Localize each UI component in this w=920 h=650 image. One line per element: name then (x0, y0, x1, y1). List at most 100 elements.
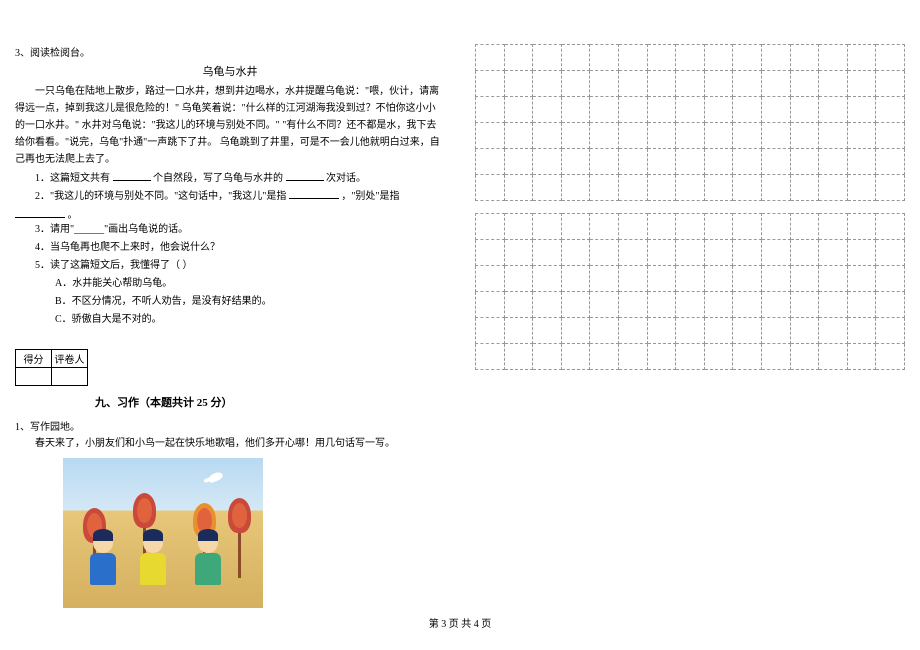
grid-cell[interactable] (790, 71, 819, 97)
grid-cell[interactable] (876, 71, 905, 97)
grid-cell[interactable] (647, 344, 676, 370)
grid-cell[interactable] (533, 175, 562, 201)
grid-cell[interactable] (590, 266, 619, 292)
grid-cell[interactable] (790, 292, 819, 318)
grid-cell[interactable] (704, 149, 733, 175)
grid-cell[interactable] (733, 344, 762, 370)
grid-cell[interactable] (504, 149, 533, 175)
grid-cell[interactable] (676, 71, 705, 97)
grid-cell[interactable] (819, 344, 848, 370)
blank[interactable] (113, 171, 151, 181)
grid-cell[interactable] (590, 240, 619, 266)
grid-cell[interactable] (761, 123, 790, 149)
grid-cell[interactable] (876, 123, 905, 149)
grid-cell[interactable] (533, 45, 562, 71)
grid-cell[interactable] (847, 175, 876, 201)
grid-cell[interactable] (876, 240, 905, 266)
grid-cell[interactable] (618, 45, 647, 71)
grid-cell[interactable] (476, 240, 505, 266)
grid-cell[interactable] (819, 45, 848, 71)
grid-cell[interactable] (819, 71, 848, 97)
grid-cell[interactable] (704, 266, 733, 292)
grid-cell[interactable] (504, 318, 533, 344)
grid-cell[interactable] (733, 318, 762, 344)
grid-cell[interactable] (647, 97, 676, 123)
grid-cell[interactable] (476, 292, 505, 318)
grid-cell[interactable] (847, 71, 876, 97)
grid-cell[interactable] (504, 123, 533, 149)
grid-cell[interactable] (647, 292, 676, 318)
grid-cell[interactable] (561, 266, 590, 292)
grid-cell[interactable] (761, 71, 790, 97)
grid-cell[interactable] (761, 266, 790, 292)
grid-cell[interactable] (847, 240, 876, 266)
grid-cell[interactable] (876, 97, 905, 123)
grid-cell[interactable] (819, 97, 848, 123)
grid-cell[interactable] (733, 45, 762, 71)
grid-cell[interactable] (704, 123, 733, 149)
grid-cell[interactable] (704, 45, 733, 71)
grid-cell[interactable] (847, 123, 876, 149)
grid-cell[interactable] (704, 292, 733, 318)
grid-cell[interactable] (876, 45, 905, 71)
grid-cell[interactable] (618, 175, 647, 201)
grid-cell[interactable] (676, 266, 705, 292)
blank[interactable] (286, 171, 324, 181)
grid-cell[interactable] (590, 214, 619, 240)
grid-cell[interactable] (847, 318, 876, 344)
grid-cell[interactable] (504, 71, 533, 97)
grid-cell[interactable] (819, 214, 848, 240)
grid-cell[interactable] (676, 214, 705, 240)
grid-cell[interactable] (761, 214, 790, 240)
grid-cell[interactable] (761, 292, 790, 318)
grid-cell[interactable] (618, 97, 647, 123)
grid-cell[interactable] (847, 97, 876, 123)
grid-cell[interactable] (733, 97, 762, 123)
grid-cell[interactable] (847, 214, 876, 240)
grid-cell[interactable] (504, 97, 533, 123)
grid-cell[interactable] (761, 318, 790, 344)
blank[interactable] (15, 208, 65, 218)
grid-cell[interactable] (504, 175, 533, 201)
grid-cell[interactable] (790, 45, 819, 71)
grid-cell[interactable] (876, 266, 905, 292)
grid-cell[interactable] (819, 175, 848, 201)
grid-cell[interactable] (647, 240, 676, 266)
grid-cell[interactable] (761, 344, 790, 370)
grid-cell[interactable] (704, 344, 733, 370)
score-cell[interactable] (16, 368, 52, 386)
grid-cell[interactable] (590, 123, 619, 149)
grid-cell[interactable] (476, 45, 505, 71)
grid-cell[interactable] (618, 318, 647, 344)
grid-cell[interactable] (476, 266, 505, 292)
grid-cell[interactable] (590, 318, 619, 344)
grid-cell[interactable] (504, 344, 533, 370)
grid-cell[interactable] (847, 149, 876, 175)
grid-cell[interactable] (790, 175, 819, 201)
grid-cell[interactable] (476, 71, 505, 97)
grid-cell[interactable] (618, 149, 647, 175)
grid-cell[interactable] (533, 71, 562, 97)
grid-cell[interactable] (533, 97, 562, 123)
grid-cell[interactable] (704, 318, 733, 344)
grid-cell[interactable] (733, 292, 762, 318)
grid-cell[interactable] (561, 149, 590, 175)
grid-cell[interactable] (790, 123, 819, 149)
grid-cell[interactable] (504, 266, 533, 292)
grid-cell[interactable] (504, 45, 533, 71)
grid-cell[interactable] (504, 240, 533, 266)
grid-cell[interactable] (704, 71, 733, 97)
grid-cell[interactable] (476, 318, 505, 344)
grid-cell[interactable] (618, 344, 647, 370)
grid-cell[interactable] (561, 344, 590, 370)
grid-cell[interactable] (647, 71, 676, 97)
grid-cell[interactable] (504, 214, 533, 240)
grid-cell[interactable] (847, 292, 876, 318)
grid-cell[interactable] (561, 175, 590, 201)
grid-cell[interactable] (876, 344, 905, 370)
grid-cell[interactable] (876, 292, 905, 318)
grid-cell[interactable] (618, 123, 647, 149)
grid-cell[interactable] (561, 240, 590, 266)
grid-cell[interactable] (819, 292, 848, 318)
grid-cell[interactable] (733, 214, 762, 240)
